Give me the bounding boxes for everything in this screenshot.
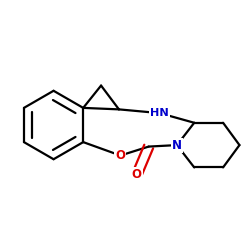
- Text: N: N: [172, 138, 182, 151]
- Text: O: O: [132, 168, 142, 181]
- Text: HN: HN: [150, 108, 169, 118]
- Text: O: O: [116, 149, 126, 162]
